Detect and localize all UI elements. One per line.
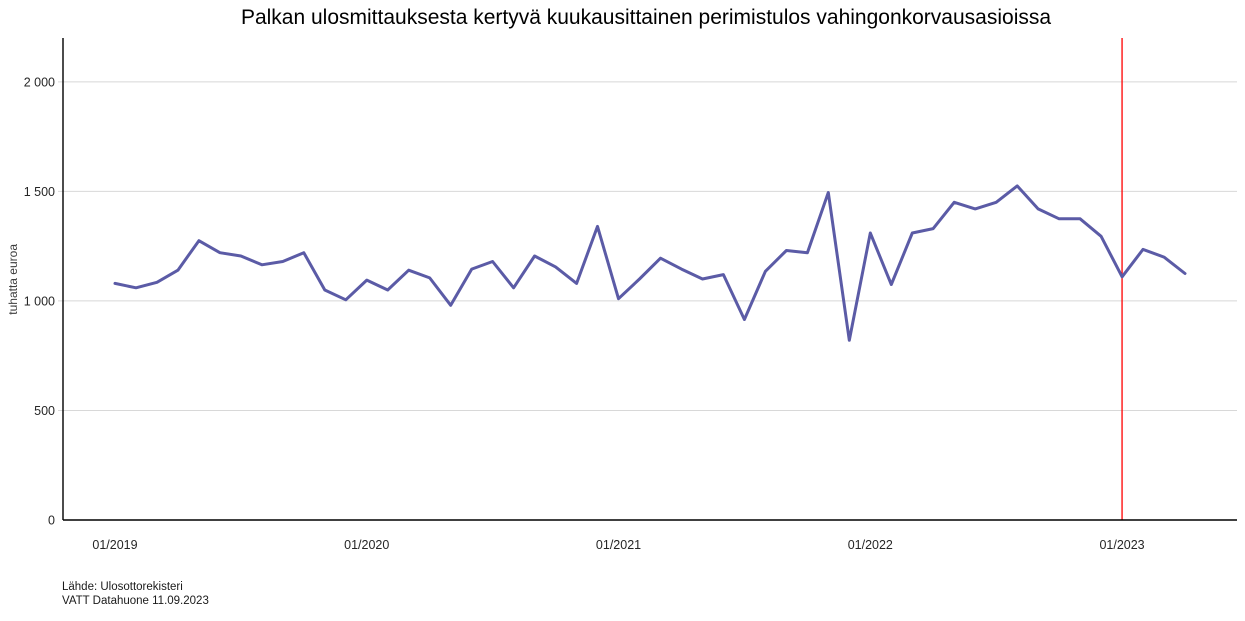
y-tick-label: 1 500 [24, 185, 55, 199]
data-line-series [113, 184, 1187, 342]
chart-title: Palkan ulosmittauksesta kertyvä kuukausi… [240, 6, 1052, 29]
x-tick-label: 01/2022 [848, 538, 893, 552]
y-tick-label: 500 [34, 404, 55, 418]
source-note: Lähde: Ulosottorekisteri VATT Datahuone … [62, 581, 209, 609]
x-tick-label: 01/2019 [92, 538, 137, 552]
y-tick-label: 1 000 [24, 294, 55, 308]
y-tick-label: 2 000 [24, 75, 55, 89]
y-tick-label: 0 [48, 514, 55, 528]
source-line: Lähde: Ulosottorekisteri [62, 581, 183, 593]
x-tick-label: 01/2023 [1099, 538, 1144, 552]
x-tick-label: 01/2020 [344, 538, 389, 552]
x-tick-label: 01/2021 [596, 538, 641, 552]
source-line: VATT Datahuone 11.09.2023 [62, 594, 209, 607]
